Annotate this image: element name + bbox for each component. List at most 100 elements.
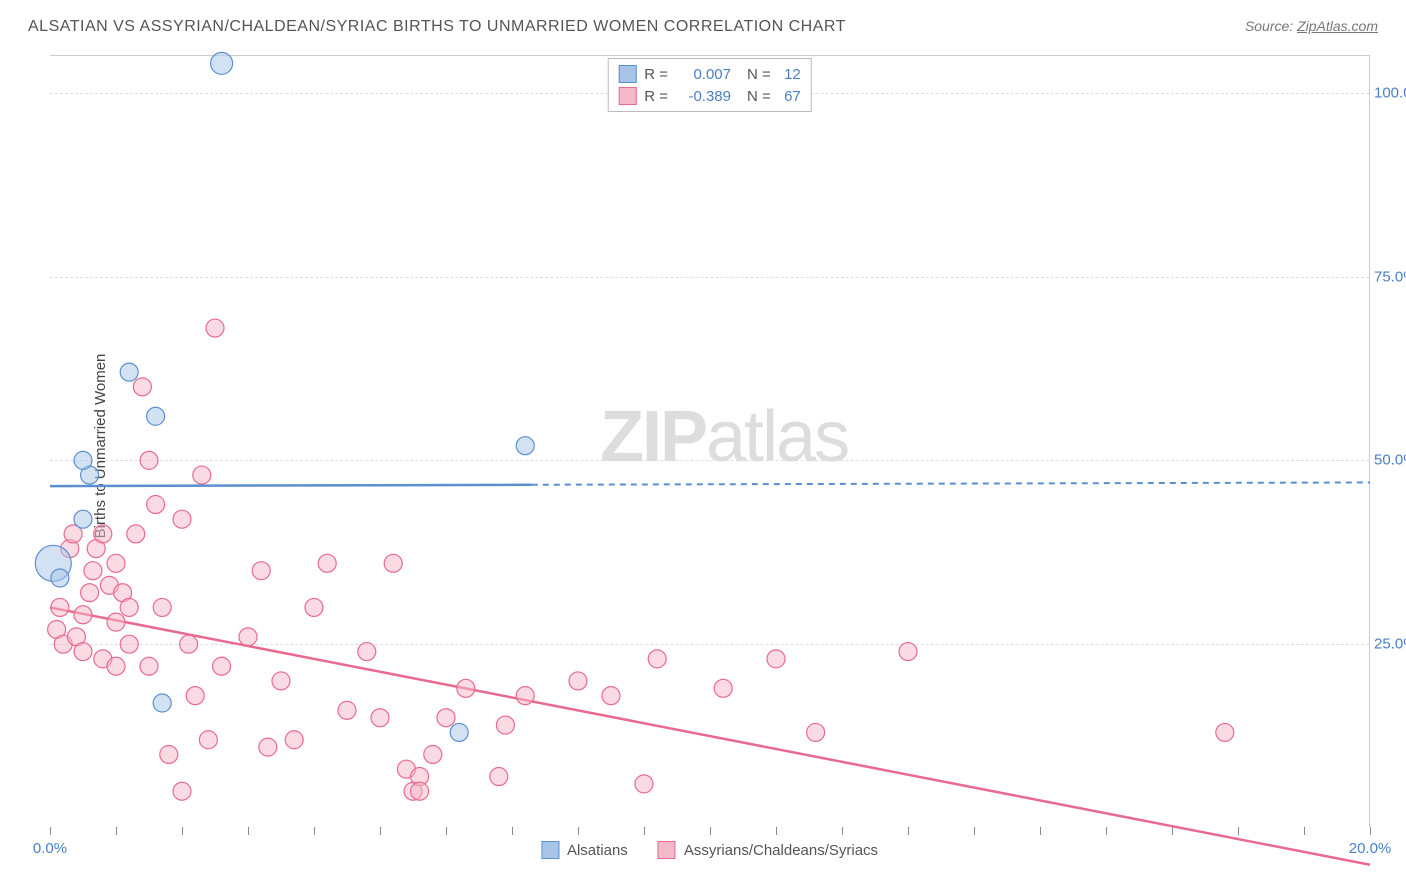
data-point: [74, 451, 92, 469]
data-point: [147, 495, 165, 513]
data-point: [51, 569, 69, 587]
y-tick-label: 50.0%: [1374, 452, 1406, 469]
x-tick: [710, 827, 711, 835]
data-point: [140, 451, 158, 469]
data-point: [193, 466, 211, 484]
x-tick: [1040, 827, 1041, 835]
legend-row-series-1: R = 0.007 N = 12: [618, 63, 801, 85]
x-tick: [842, 827, 843, 835]
r-label: R =: [644, 88, 668, 105]
data-point: [272, 672, 290, 690]
data-point: [516, 687, 534, 705]
scatter-chart-svg: [50, 56, 1369, 827]
data-point: [173, 510, 191, 528]
data-point: [140, 657, 158, 675]
data-point: [147, 407, 165, 425]
x-tick: [512, 827, 513, 835]
legend-item-2: Assyrians/Chaldeans/Syriacs: [658, 841, 878, 859]
data-point: [74, 606, 92, 624]
n-label: N =: [747, 66, 771, 83]
data-point: [648, 650, 666, 668]
x-tick: [116, 827, 117, 835]
data-point: [127, 525, 145, 543]
data-point: [120, 363, 138, 381]
source-link[interactable]: ZipAtlas.com: [1297, 18, 1378, 34]
x-tick-label: 20.0%: [1349, 840, 1392, 857]
data-point: [457, 679, 475, 697]
x-tick: [644, 827, 645, 835]
x-tick: [1370, 827, 1371, 835]
chart-header: ALSATIAN VS ASSYRIAN/CHALDEAN/SYRIAC BIR…: [28, 18, 1378, 36]
r-label: R =: [644, 66, 668, 83]
data-point: [635, 775, 653, 793]
x-tick: [1172, 827, 1173, 835]
series-2-name: Assyrians/Chaldeans/Syriacs: [684, 842, 878, 859]
source-prefix: Source:: [1245, 18, 1297, 34]
data-point: [496, 716, 514, 734]
data-point: [424, 745, 442, 763]
x-tick: [314, 827, 315, 835]
data-point: [371, 709, 389, 727]
x-tick: [578, 827, 579, 835]
data-point: [153, 598, 171, 616]
x-tick: [380, 827, 381, 835]
data-point: [437, 709, 455, 727]
data-point: [285, 731, 303, 749]
data-point: [74, 643, 92, 661]
data-point: [173, 782, 191, 800]
data-point: [516, 437, 534, 455]
legend-item-1: Alsatians: [541, 841, 628, 859]
data-point: [338, 701, 356, 719]
x-tick-label: 0.0%: [33, 840, 67, 857]
n-value-2: 67: [779, 88, 801, 105]
data-point: [384, 554, 402, 572]
series-legend: Alsatians Assyrians/Chaldeans/Syriacs: [541, 841, 878, 859]
data-point: [239, 628, 257, 646]
y-tick-label: 75.0%: [1374, 268, 1406, 285]
data-point: [213, 657, 231, 675]
data-point: [899, 643, 917, 661]
swatch-series-2-bottom: [658, 841, 676, 859]
regression-line-extrapolated: [532, 482, 1370, 484]
data-point: [569, 672, 587, 690]
data-point: [199, 731, 217, 749]
data-point: [1216, 723, 1234, 741]
data-point: [107, 613, 125, 631]
data-point: [211, 52, 233, 74]
n-value-1: 12: [779, 66, 801, 83]
correlation-legend: R = 0.007 N = 12 R = -0.389 N = 67: [607, 58, 812, 112]
data-point: [767, 650, 785, 668]
regression-line: [50, 485, 532, 486]
data-point: [133, 378, 151, 396]
data-point: [186, 687, 204, 705]
data-point: [51, 598, 69, 616]
source-attribution: Source: ZipAtlas.com: [1245, 18, 1378, 36]
x-tick: [1238, 827, 1239, 835]
x-tick: [446, 827, 447, 835]
x-tick: [50, 827, 51, 835]
swatch-series-2: [618, 87, 636, 105]
data-point: [107, 657, 125, 675]
x-tick: [974, 827, 975, 835]
x-tick: [248, 827, 249, 835]
data-point: [160, 745, 178, 763]
n-label: N =: [747, 88, 771, 105]
data-point: [318, 554, 336, 572]
y-tick-label: 100.0%: [1374, 84, 1406, 101]
swatch-series-1: [618, 65, 636, 83]
plot-area: ZIPatlas 25.0%50.0%75.0%100.0% R = 0.007…: [50, 55, 1370, 827]
data-point: [180, 635, 198, 653]
swatch-series-1-bottom: [541, 841, 559, 859]
data-point: [206, 319, 224, 337]
data-point: [81, 584, 99, 602]
data-point: [94, 525, 112, 543]
r-value-2: -0.389: [676, 88, 731, 105]
data-point: [74, 510, 92, 528]
data-point: [153, 694, 171, 712]
data-point: [120, 598, 138, 616]
x-tick: [776, 827, 777, 835]
data-point: [807, 723, 825, 741]
data-point: [411, 782, 429, 800]
data-point: [252, 562, 270, 580]
data-point: [450, 723, 468, 741]
